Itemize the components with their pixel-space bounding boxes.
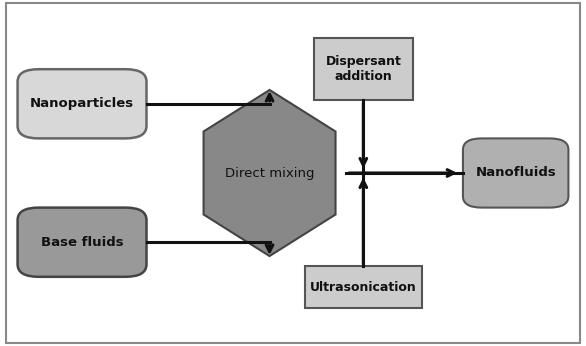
Bar — [305, 266, 422, 308]
Bar — [314, 38, 413, 100]
FancyBboxPatch shape — [18, 208, 146, 277]
Text: Base fluids: Base fluids — [41, 236, 123, 249]
Text: Ultrasonication: Ultrasonication — [310, 281, 417, 294]
Polygon shape — [203, 90, 336, 256]
FancyBboxPatch shape — [18, 69, 146, 138]
Text: Nanofluids: Nanofluids — [475, 166, 556, 180]
FancyBboxPatch shape — [463, 138, 568, 208]
Text: Nanoparticles: Nanoparticles — [30, 97, 134, 110]
Text: Direct mixing: Direct mixing — [225, 166, 314, 180]
Text: Dispersant
addition: Dispersant addition — [325, 55, 401, 83]
